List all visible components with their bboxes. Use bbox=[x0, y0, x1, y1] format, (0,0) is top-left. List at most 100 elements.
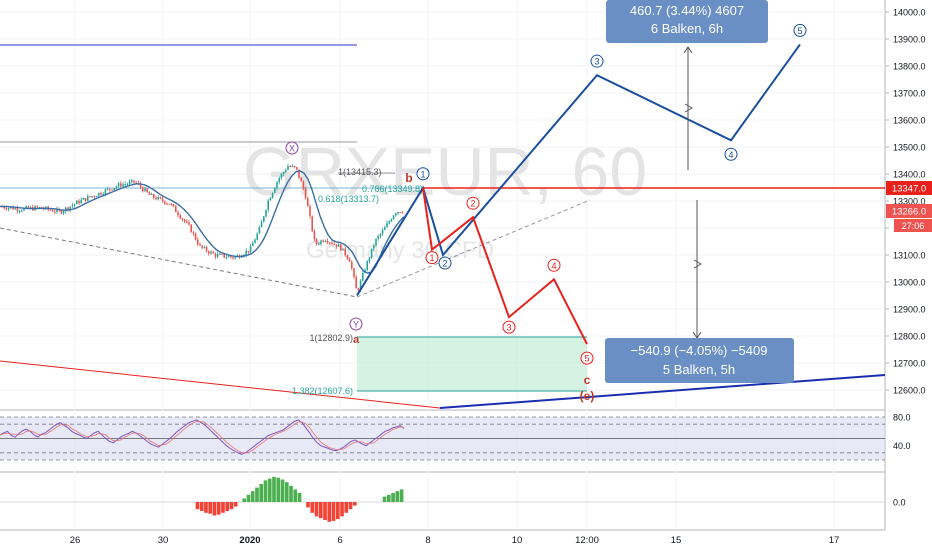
candle-body bbox=[3, 206, 5, 209]
osc-bar bbox=[352, 502, 357, 506]
candle-body bbox=[212, 251, 214, 254]
bull-wave-path[interactable] bbox=[356, 43, 801, 297]
candle-body bbox=[36, 206, 38, 208]
candle-body bbox=[27, 206, 30, 209]
candle-body bbox=[230, 256, 232, 258]
bull-wave-marker bbox=[416, 167, 430, 181]
bear-wave-marker bbox=[547, 258, 561, 272]
bull-wave-label: 2 bbox=[442, 259, 447, 269]
bear-wave-marker bbox=[466, 196, 480, 210]
candle-body bbox=[254, 239, 256, 244]
osc-bar bbox=[250, 491, 255, 502]
bull-wave-label: 5 bbox=[797, 26, 802, 36]
measure-down-box[interactable] bbox=[605, 338, 794, 383]
candle-body bbox=[373, 245, 375, 249]
osc-bar bbox=[259, 484, 264, 502]
osc-bar bbox=[297, 493, 302, 502]
candle-body bbox=[388, 221, 390, 224]
candle-body bbox=[95, 196, 98, 198]
candle-body bbox=[124, 184, 126, 186]
candle-body bbox=[298, 169, 300, 178]
blue-trendline[interactable] bbox=[439, 374, 886, 409]
bear-wave-label: 5 bbox=[584, 354, 589, 364]
osc-bar bbox=[280, 479, 285, 502]
candle-body bbox=[210, 251, 212, 254]
candle-body bbox=[304, 188, 307, 199]
osc-tick-label: 0.0 bbox=[893, 498, 906, 508]
bear-wave-marker bbox=[580, 351, 594, 365]
osc-bar bbox=[242, 498, 247, 502]
time-tick-label: 2020 bbox=[239, 535, 260, 546]
osc-bar bbox=[348, 502, 353, 510]
candle-body bbox=[307, 198, 309, 207]
bear-wave-marker bbox=[425, 251, 439, 265]
osc-bar bbox=[344, 502, 349, 513]
candle-body bbox=[197, 239, 199, 245]
candlestick-series bbox=[1, 163, 404, 293]
dashed-channel-up[interactable] bbox=[356, 199, 591, 298]
candle-body bbox=[274, 188, 276, 193]
candle-body bbox=[359, 280, 362, 291]
candle-body bbox=[313, 231, 316, 240]
candle-body bbox=[10, 207, 12, 209]
time-tick-label: 6 bbox=[337, 535, 342, 546]
candle-body bbox=[67, 207, 69, 210]
osc-bar bbox=[233, 502, 238, 507]
price-tick-label: 12600.0 bbox=[893, 386, 926, 396]
wave-x-label: X bbox=[289, 144, 295, 154]
candle-body bbox=[324, 241, 327, 243]
bear-wave-label: 4 bbox=[551, 261, 556, 271]
candle-body bbox=[91, 196, 93, 198]
candle-body bbox=[263, 216, 265, 222]
price-tick-label: 12800.0 bbox=[893, 332, 926, 342]
candle-body bbox=[177, 212, 179, 216]
bear-wave-label: 1 bbox=[429, 253, 434, 263]
candle-body bbox=[126, 183, 129, 185]
dashed-channel-low[interactable] bbox=[0, 227, 358, 298]
candle-body bbox=[287, 166, 289, 171]
candle-body bbox=[368, 257, 371, 262]
candle-body bbox=[392, 215, 395, 220]
price-tick-label: 13600.0 bbox=[893, 116, 926, 126]
osc-bar bbox=[293, 489, 298, 502]
candle-body bbox=[38, 207, 41, 209]
candle-body bbox=[377, 236, 379, 239]
candle-body bbox=[384, 227, 386, 231]
candle-body bbox=[326, 241, 329, 243]
candle-body bbox=[120, 183, 122, 187]
candle-body bbox=[214, 253, 217, 257]
osc-bar bbox=[323, 502, 327, 520]
candle-body bbox=[128, 181, 131, 184]
moving-average-line bbox=[0, 170, 405, 274]
candle-body bbox=[69, 206, 71, 210]
osc-bar bbox=[276, 477, 281, 502]
candle-body bbox=[329, 242, 331, 244]
candle-body bbox=[293, 166, 296, 168]
fib-target-zone[interactable] bbox=[357, 337, 587, 391]
osc-bar bbox=[382, 496, 387, 502]
bear-wave-marker bbox=[502, 320, 516, 334]
candle-body bbox=[234, 257, 236, 259]
candle-body bbox=[144, 188, 146, 192]
candle-body bbox=[100, 192, 102, 195]
candle-body bbox=[93, 196, 96, 198]
measure-up-box[interactable] bbox=[606, 0, 768, 43]
red-trendline[interactable] bbox=[0, 360, 441, 409]
candle-body bbox=[249, 245, 252, 253]
candle-body bbox=[366, 261, 368, 271]
candle-body bbox=[183, 219, 186, 222]
bear-wave-path[interactable] bbox=[422, 187, 588, 345]
measure-up-midmark bbox=[684, 103, 694, 113]
candle-body bbox=[381, 230, 384, 234]
osc-bar bbox=[306, 502, 310, 508]
candle-body bbox=[201, 245, 203, 248]
oscillator-histogram bbox=[0, 476, 885, 522]
osc-bar bbox=[289, 485, 293, 502]
price-axis-background bbox=[885, 0, 932, 550]
candle-body bbox=[335, 244, 338, 247]
candle-body bbox=[285, 170, 287, 173]
candle-body bbox=[65, 207, 67, 212]
candle-body bbox=[357, 288, 360, 291]
osc-bar bbox=[225, 502, 230, 511]
